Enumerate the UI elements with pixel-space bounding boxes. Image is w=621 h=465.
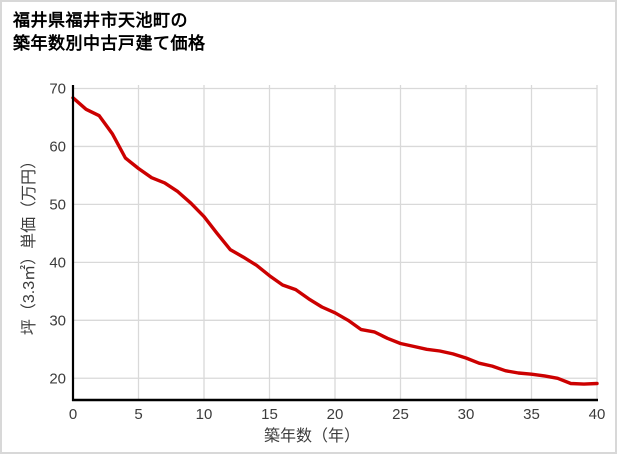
chart-title-line1: 福井県福井市天池町の <box>13 11 188 30</box>
y-tick-label: 30 <box>49 312 66 329</box>
x-tick-label: 15 <box>261 406 278 423</box>
x-axis-title: 築年数（年） <box>263 428 361 445</box>
y-axis-title: 坪（3.3㎡）単価（万円） <box>21 152 38 336</box>
y-tick-label: 40 <box>49 254 66 271</box>
x-tick-label: 20 <box>327 406 344 423</box>
chart-title: 福井県福井市天池町の 築年数別中古戸建て価格 <box>13 9 206 55</box>
x-tick-label: 40 <box>589 406 606 423</box>
y-tick-label: 70 <box>49 80 66 97</box>
x-tick-label: 25 <box>392 406 409 423</box>
x-tick-label: 10 <box>196 406 213 423</box>
chart-title-line2: 築年数別中古戸建て価格 <box>13 34 206 53</box>
y-tick-label: 50 <box>49 196 66 213</box>
y-tick-label: 20 <box>49 370 66 387</box>
x-tick-label: 5 <box>134 406 142 423</box>
chart-card: 福井県福井市天池町の 築年数別中古戸建て価格 20 30 40 50 60 70 0 5 10 1… <box>0 0 617 454</box>
price-line-chart: 20 30 40 50 60 70 0 5 10 15 20 25 30 35 40 <box>49 80 606 423</box>
price-line <box>71 96 599 386</box>
y-tick-label: 60 <box>49 138 66 155</box>
x-tick-label: 35 <box>523 406 540 423</box>
x-tick-label: 0 <box>69 406 77 423</box>
x-tick-label: 30 <box>458 406 475 423</box>
